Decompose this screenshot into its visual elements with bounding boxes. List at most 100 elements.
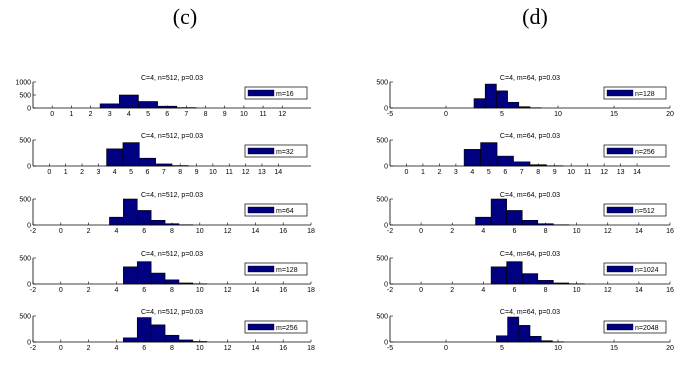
- x-tick-label: 18: [307, 287, 315, 294]
- x-tick-label: 4: [470, 169, 474, 176]
- y-tick-label: 0: [384, 223, 388, 230]
- x-tick-label: 16: [666, 228, 674, 235]
- x-tick-label: 0: [444, 111, 448, 118]
- histogram-bar: [506, 261, 523, 285]
- x-tick-label: 4: [114, 287, 118, 294]
- x-tick-label: -5: [387, 345, 393, 352]
- x-tick-label: 10: [554, 345, 562, 352]
- x-tick-label: 10: [240, 111, 248, 118]
- histogram-bar: [529, 335, 542, 343]
- x-tick-label: 6: [142, 228, 146, 235]
- legend-swatch: [606, 265, 634, 273]
- x-tick-label: 10: [196, 287, 204, 294]
- chart-title: C=4, n=512, p=0.03: [141, 75, 203, 82]
- histogram-bar: [123, 266, 138, 285]
- x-tick-label: 10: [573, 228, 581, 235]
- histogram-bar: [490, 198, 507, 226]
- x-tick-label: 7: [162, 169, 166, 176]
- x-tick-label: 16: [666, 287, 674, 294]
- x-tick-label: 5: [146, 111, 150, 118]
- x-tick-label: 2: [450, 287, 454, 294]
- x-tick-label: 1: [69, 111, 73, 118]
- x-tick-label: 10: [196, 228, 204, 235]
- x-tick-label: 0: [50, 111, 54, 118]
- x-tick-label: -2: [30, 228, 36, 235]
- x-tick-label: 8: [544, 228, 548, 235]
- x-tick-label: 12: [600, 169, 608, 176]
- y-tick-label: 500: [19, 197, 31, 204]
- x-tick-label: 3: [96, 169, 100, 176]
- histogram-bar: [136, 317, 152, 343]
- x-tick-label: 4: [481, 287, 485, 294]
- x-tick-label: -2: [387, 287, 393, 294]
- x-tick-label: 4: [114, 228, 118, 235]
- x-tick-label: 0: [444, 345, 448, 352]
- x-tick-label: 0: [59, 345, 63, 352]
- x-tick-label: 0: [59, 287, 63, 294]
- histogram-bar: [150, 324, 166, 343]
- x-tick-label: 5: [129, 169, 133, 176]
- y-tick-label: 0: [27, 282, 31, 289]
- legend-label: m=256: [276, 325, 298, 332]
- x-tick-label: 1: [64, 169, 68, 176]
- x-tick-label: 2: [87, 287, 91, 294]
- histogram-bar: [496, 90, 508, 109]
- x-tick-label: 10: [209, 169, 217, 176]
- x-tick-label: 2: [437, 169, 441, 176]
- legend-label: n=2048: [635, 325, 659, 332]
- legend-label: n=1024: [635, 267, 659, 274]
- legend-label: m=64: [276, 208, 294, 215]
- x-tick-label: 12: [242, 169, 250, 176]
- y-tick-label: 1000: [15, 80, 31, 87]
- x-tick-label: 16: [279, 345, 287, 352]
- y-tick-label: 0: [27, 164, 31, 171]
- chart-title: C=4, n=512, p=0.03: [141, 133, 203, 140]
- legend-swatch: [606, 206, 634, 214]
- legend-label: m=32: [276, 149, 294, 156]
- legend-swatch: [247, 89, 275, 97]
- histogram-bar: [123, 337, 138, 343]
- x-tick-label: 12: [278, 111, 286, 118]
- histogram-bar: [507, 101, 520, 109]
- x-tick-label: 8: [544, 287, 548, 294]
- x-tick-label: 6: [512, 228, 516, 235]
- chart-title: C=4, n=512, p=0.03: [141, 309, 203, 316]
- histogram-bar: [490, 266, 507, 285]
- x-tick-label: 8: [178, 169, 182, 176]
- y-tick-label: 500: [376, 197, 388, 204]
- x-tick-label: 8: [170, 228, 174, 235]
- x-tick-label: 2: [89, 111, 93, 118]
- x-tick-label: 12: [224, 228, 232, 235]
- x-tick-label: 5: [487, 169, 491, 176]
- x-tick-label: 14: [635, 287, 643, 294]
- panel-label-c: (c): [173, 4, 197, 29]
- x-tick-label: 10: [567, 169, 575, 176]
- y-tick-label: 0: [384, 164, 388, 171]
- x-tick-label: 3: [108, 111, 112, 118]
- y-tick-label: 500: [376, 80, 388, 87]
- x-tick-label: 8: [170, 287, 174, 294]
- x-tick-label: 20: [666, 111, 674, 118]
- x-tick-label: 0: [59, 228, 63, 235]
- x-tick-label: 11: [226, 169, 233, 176]
- x-tick-label: 18: [307, 345, 315, 352]
- x-tick-label: 10: [573, 287, 581, 294]
- x-tick-label: 7: [184, 111, 188, 118]
- histogram-bar: [150, 272, 166, 285]
- x-tick-label: 2: [80, 169, 84, 176]
- x-tick-label: 15: [610, 345, 618, 352]
- x-tick-label: 9: [223, 111, 227, 118]
- x-tick-label: 5: [500, 345, 504, 352]
- x-tick-label: 6: [142, 287, 146, 294]
- y-tick-label: 0: [384, 106, 388, 113]
- x-tick-label: 16: [279, 228, 287, 235]
- chart-title: C=4, m=64, p=0.03: [500, 133, 560, 140]
- x-tick-label: 6: [512, 287, 516, 294]
- x-tick-label: 14: [274, 169, 282, 176]
